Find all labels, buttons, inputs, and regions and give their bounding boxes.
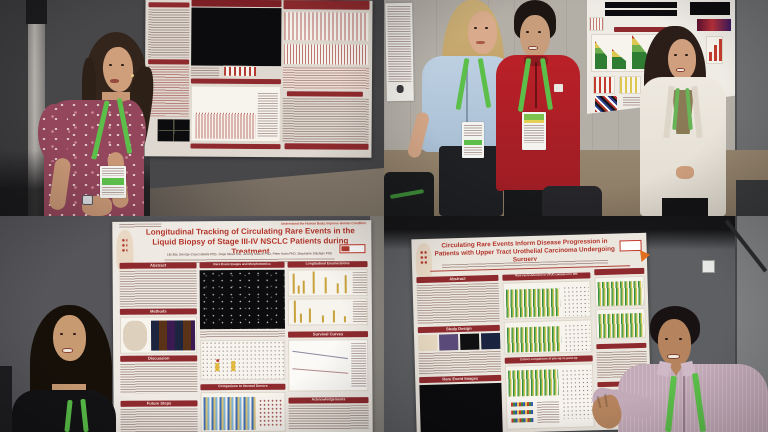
heatmap-image — [697, 19, 731, 31]
mosaic-image — [595, 96, 617, 112]
person-eye — [73, 333, 76, 335]
person-blue-shirt — [384, 0, 768, 216]
bar — [714, 45, 717, 61]
microscopy-strip — [605, 10, 677, 16]
badge-text — [102, 187, 124, 195]
orange-tab — [640, 250, 650, 262]
person-face — [668, 39, 696, 80]
badge-text — [524, 125, 544, 143]
shirt-placket — [683, 376, 685, 432]
chest-logo — [554, 84, 563, 92]
person-hands — [676, 166, 694, 179]
badge-text — [464, 147, 482, 155]
badge-green-band — [524, 114, 544, 120]
person-mouth — [62, 348, 73, 353]
person-eye — [538, 31, 541, 33]
mini-bar-chart-red — [593, 76, 615, 94]
badge-text — [464, 125, 482, 137]
photo-top-right — [384, 0, 768, 216]
bar — [719, 39, 722, 61]
dark-corner — [0, 366, 12, 432]
person-earring — [131, 74, 134, 77]
zip-collar — [524, 56, 548, 66]
person-mouth — [667, 354, 680, 359]
person-mouth — [110, 79, 119, 83]
person-eye — [474, 27, 477, 29]
poster-section-header — [614, 27, 674, 32]
person-mouth — [528, 46, 538, 50]
photo-bottom-left: Understand the Human Body, Improve Human… — [0, 216, 384, 432]
person-red-shirt — [384, 0, 768, 216]
microscopy-strip — [690, 2, 730, 15]
person-eye — [109, 64, 112, 66]
person-floral-top — [0, 0, 384, 216]
person-mouth — [676, 68, 685, 72]
person-pants — [662, 198, 708, 216]
badge-yellow-band — [524, 120, 544, 123]
person-black-blouse — [12, 390, 116, 432]
bar — [709, 52, 712, 61]
person-eye — [60, 333, 63, 335]
person-eye — [485, 27, 488, 29]
person-eye — [121, 64, 124, 66]
red-bar-chart — [706, 36, 723, 64]
person-eye — [674, 54, 677, 56]
microscopy-strip — [605, 2, 677, 8]
object-bottom-right — [736, 180, 768, 216]
conference-badge — [100, 166, 126, 198]
person-eye — [665, 338, 668, 340]
shirt-placket — [466, 64, 468, 144]
zip-line — [535, 62, 537, 108]
badge-green-band — [102, 178, 124, 185]
badge-text — [102, 168, 124, 176]
mini-chart — [589, 17, 604, 31]
person-pink-shirt — [384, 216, 768, 432]
photo-bottom-right: Circulating Rare Events Inform Disease P… — [384, 216, 768, 432]
person-mouth — [476, 41, 485, 44]
person-eye — [526, 31, 529, 33]
person-eye — [685, 54, 688, 56]
person-white-blazer — [384, 0, 768, 216]
person-eye — [679, 338, 682, 340]
equipment-bottom-left — [384, 172, 434, 216]
person-face — [53, 315, 86, 361]
mini-bar-chart-yellow — [619, 76, 641, 94]
pole-cap — [26, 0, 47, 24]
badge-green-band — [464, 140, 482, 145]
conference-badge — [522, 112, 546, 150]
wall-edge-strip — [370, 216, 384, 432]
photo-top-left — [0, 0, 384, 216]
person-puff-sleeve — [38, 104, 70, 162]
wall-label — [702, 260, 715, 273]
conference-badge — [462, 122, 484, 158]
person-black-top — [0, 216, 384, 432]
person-face — [520, 15, 550, 58]
equipment-green-strap — [389, 189, 425, 199]
smartwatch — [82, 195, 93, 205]
person-face — [468, 11, 497, 54]
bag-bottom-center — [542, 186, 602, 216]
